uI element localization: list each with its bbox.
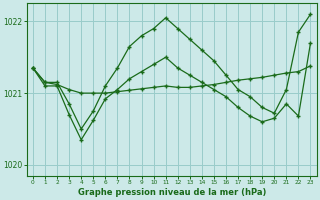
X-axis label: Graphe pression niveau de la mer (hPa): Graphe pression niveau de la mer (hPa) <box>77 188 266 197</box>
